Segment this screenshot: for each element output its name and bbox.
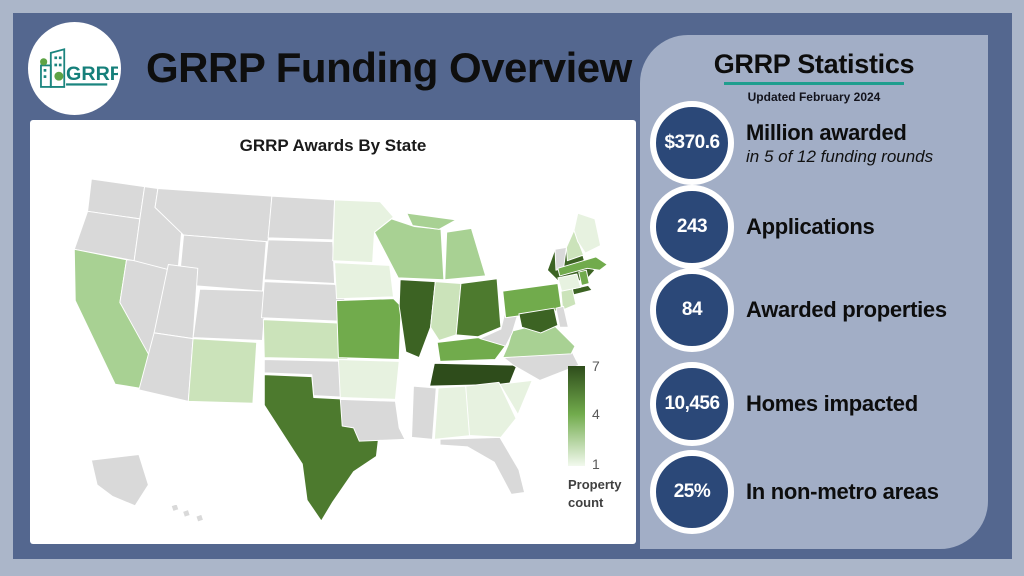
stat-text: Homes impacted — [746, 391, 918, 417]
state-CO — [192, 288, 267, 341]
grrp-logo: GRRP — [28, 22, 121, 115]
stat-value-badge: $370.6 — [650, 101, 734, 185]
stat-text: Million awarded in 5 of 12 funding round… — [746, 120, 933, 167]
stat-label: Awarded properties — [746, 297, 947, 322]
legend-max-tick: 7 — [592, 358, 600, 374]
state-SD — [263, 239, 336, 284]
state-AR — [337, 359, 400, 400]
state-FL — [439, 436, 526, 495]
stats-title-underline — [724, 82, 904, 85]
state-MI — [444, 227, 487, 281]
legend-gradient-bar — [568, 366, 585, 466]
state-ME — [573, 212, 602, 254]
stat-label: Million awarded — [746, 119, 907, 145]
state-RI — [578, 269, 590, 286]
stat-row-homes-impacted: 10,456 Homes impacted — [650, 362, 918, 446]
stat-row-million-awarded: $370.6 Million awarded in 5 of 12 fundin… — [650, 101, 933, 185]
state-LA — [339, 398, 406, 442]
state-MD — [518, 307, 559, 334]
state-MS — [411, 385, 437, 440]
state-IL — [398, 279, 436, 359]
legend-label: Property count — [568, 477, 622, 510]
stat-text: Awarded properties — [746, 297, 947, 323]
stat-row-non-metro: 25% In non-metro areas — [650, 450, 939, 534]
map-title: GRRP Awards By State — [239, 136, 427, 155]
stat-value-badge: 25% — [650, 450, 734, 534]
state-HI — [170, 503, 180, 512]
stats-panel: GRRP Statistics Updated February 2024 $3… — [640, 35, 988, 549]
state-CT — [557, 273, 582, 292]
grrp-logo-icon: GRRP — [39, 47, 118, 88]
stat-text: In non-metro areas — [746, 479, 939, 505]
map-card: GRRP Awards By State 7 4 1 Property coun… — [30, 120, 636, 544]
state-TN — [429, 362, 518, 387]
svg-text:GRRP: GRRP — [66, 62, 118, 84]
state-SC — [499, 379, 533, 416]
state-KY — [436, 337, 508, 362]
stats-updated-date: Updated February 2024 — [747, 90, 881, 104]
stat-label: In non-metro areas — [746, 479, 939, 504]
state-IN — [430, 281, 462, 341]
state-MO — [336, 298, 402, 360]
state-GA — [465, 381, 517, 438]
state-NH — [565, 229, 584, 262]
state-MA — [557, 256, 608, 277]
stat-value-badge: 84 — [650, 268, 734, 352]
state-IA — [334, 262, 394, 300]
stat-row-applications: 243 Applications — [650, 185, 875, 269]
stats-title: GRRP Statistics — [713, 49, 915, 79]
state-OH — [455, 278, 502, 338]
stat-sublabel: in 5 of 12 funding rounds — [746, 146, 934, 166]
state-ND — [267, 195, 336, 241]
stat-label: Applications — [746, 214, 875, 239]
state-HI — [182, 509, 191, 518]
stat-value-badge: 10,456 — [650, 362, 734, 446]
state-NE — [260, 281, 347, 322]
state-AK — [90, 454, 149, 507]
stat-row-awarded-properties: 84 Awarded properties — [650, 268, 947, 352]
page-title: GRRP Funding Overview — [146, 44, 632, 91]
stat-value-badge: 243 — [650, 185, 734, 269]
stat-label: Homes impacted — [746, 391, 918, 416]
state-NM — [187, 338, 258, 404]
legend-min-tick: 1 — [592, 456, 600, 472]
state-HI — [195, 513, 204, 523]
state-KS — [262, 319, 349, 360]
legend-mid-tick: 4 — [592, 406, 600, 422]
state-WI — [374, 218, 445, 281]
us-choropleth-map — [73, 178, 608, 523]
stat-text: Applications — [746, 214, 875, 240]
state-MI — [406, 212, 457, 230]
state-DE — [555, 305, 569, 328]
